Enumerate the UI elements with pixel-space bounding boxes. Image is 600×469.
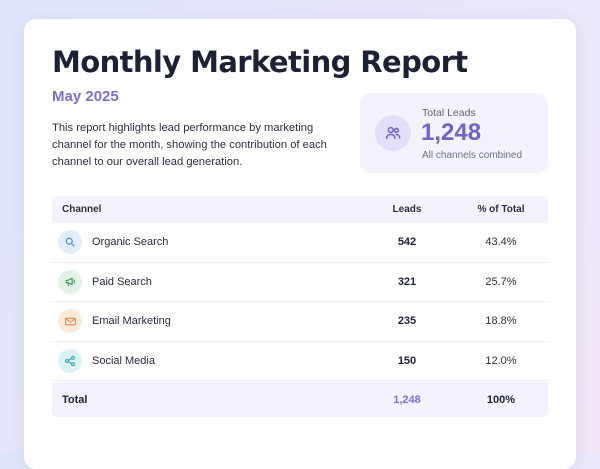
total-leads-label: Total Leads (422, 107, 476, 119)
total-leads: 1,248 (393, 393, 421, 406)
total-leads-note: All channels combined (422, 150, 523, 161)
table-row: Paid Search 321 25.7% (52, 263, 548, 302)
users-icon (375, 115, 411, 151)
total-leads-value: 1,248 (421, 119, 482, 146)
header-channel: Channel (62, 204, 102, 215)
mail-icon (58, 309, 82, 334)
header-pct: % of Total (477, 204, 525, 215)
page-title: Monthly Marketing Report (52, 45, 468, 79)
total-leads-card: Total Leads 1,248 All channels combined (360, 93, 548, 173)
table-row: Email Marketing 235 18.8% (52, 302, 548, 342)
report-date: May 2025 (52, 88, 119, 105)
channel-leads: 150 (397, 354, 417, 367)
channel-leads: 542 (397, 236, 417, 249)
table-total-row: Total 1,248 100% (52, 382, 548, 417)
megaphone-icon (58, 269, 82, 294)
search-icon (58, 230, 82, 255)
channel-pct: 12.0% (485, 354, 517, 367)
channel-pct: 25.7% (485, 275, 517, 288)
channel-name: Organic Search (92, 236, 169, 249)
table-row: Social Media 150 12.0% (52, 342, 548, 381)
header-leads: Leads (392, 204, 422, 215)
channel-pct: 18.8% (485, 315, 517, 328)
table-row: Organic Search 542 43.4% (52, 223, 548, 263)
channel-leads: 321 (397, 275, 417, 288)
channel-pct: 43.4% (485, 236, 517, 249)
channel-leads: 235 (397, 315, 417, 328)
channel-name: Social Media (92, 354, 155, 367)
channel-name: Email Marketing (92, 315, 171, 328)
table-header: Channel Leads % of Total (52, 196, 548, 223)
report-card: Monthly Marketing Report May 2025 This r… (24, 19, 576, 469)
report-description: This report highlights lead performance … (52, 122, 327, 168)
share-icon (58, 348, 82, 373)
total-pct: 100% (486, 393, 516, 406)
channel-name: Paid Search (92, 275, 152, 288)
channel-table: Channel Leads % of Total Organic Search … (52, 196, 548, 417)
total-label: Total (62, 393, 88, 406)
